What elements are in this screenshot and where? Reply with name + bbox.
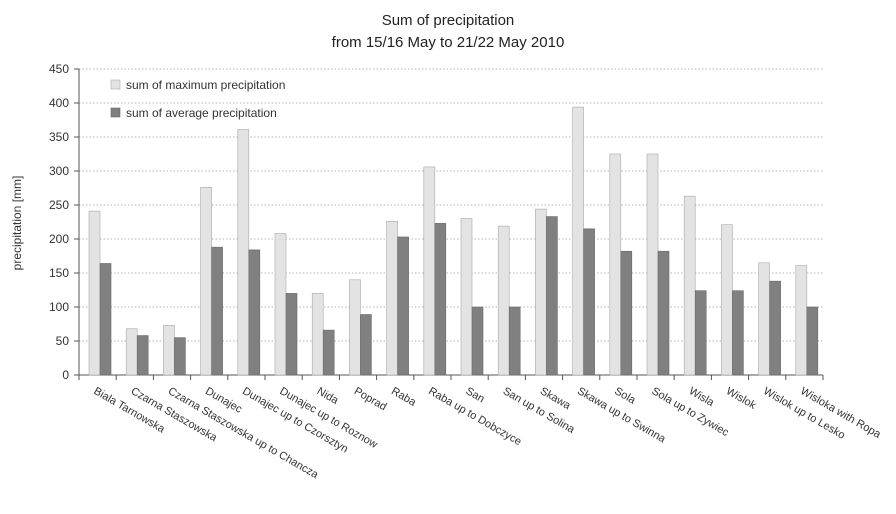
y-tick-label: 0 [62,368,69,382]
bar-avg [657,250,670,376]
bar-avg [620,250,633,376]
legend: sum of maximum precipitation sum of avera… [110,78,285,120]
bar-max [386,221,398,376]
y-tick-label: 150 [49,266,69,280]
bar-avg [471,306,484,376]
bar-max [646,153,659,376]
bar-avg [434,223,447,376]
x-tick-label: Wislok [724,385,758,412]
y-tick-label: 50 [56,334,70,348]
bar-max [535,208,547,376]
y-tick-label: 350 [49,130,69,144]
chart-subtitle: from 15/16 May to 21/22 May 2010 [331,34,565,51]
bar-avg [174,337,186,376]
legend-label: sum of maximum precipitation [126,78,285,92]
bar-avg [583,228,595,376]
bar-max [460,218,473,376]
legend-swatch [110,107,121,118]
bar-max [349,279,361,376]
x-tick-label: Raba [389,385,419,409]
bar-avg [694,290,707,376]
bars [88,106,819,376]
y-tick-label: 250 [49,198,69,212]
bar-max [125,328,138,376]
bar-max [795,265,808,376]
bar-avg [248,249,261,376]
bar-max [423,166,436,376]
bar-avg [285,293,298,376]
bar-avg [508,306,521,376]
bar-max [274,233,287,376]
bar-max [683,195,696,376]
y-tick-label: 100 [49,300,69,314]
bar-avg [322,329,335,376]
x-tick-label: Poprad [352,385,389,413]
bar-max [497,225,510,376]
x-tick-label: San [464,385,487,405]
bar-max [572,106,584,376]
bar-max [163,325,175,376]
y-tick-label: 200 [49,232,69,246]
legend-swatch [110,79,121,90]
bar-avg [211,246,223,376]
y-tick-label: 400 [49,96,69,110]
x-tick-label: Nida [315,385,341,407]
bar-avg [397,236,409,376]
bar-max [88,210,101,376]
bar-avg [732,290,744,376]
bar-avg [769,280,781,376]
bar-avg [360,314,372,376]
bar-max [758,262,770,376]
bar-max [311,293,324,376]
bar-avg [546,216,558,376]
chart-title: Sum of precipitation [381,12,515,29]
y-tick-labels: 0 50 100 150 200 250 300 350 400 450 [49,62,69,382]
legend-label: sum of average precipitation [126,106,277,120]
x-tick-label: Sola [612,385,638,407]
y-axis-label: precipitation [mm] [10,176,24,271]
bar-avg [806,306,819,376]
bar-max [237,129,250,376]
bar-avg [99,263,112,376]
bar-max [609,153,622,376]
y-tick-label: 300 [49,164,69,178]
y-tick-label: 450 [49,62,69,76]
bar-max [721,224,733,376]
bar-max [200,187,212,376]
bar-avg [136,335,149,376]
